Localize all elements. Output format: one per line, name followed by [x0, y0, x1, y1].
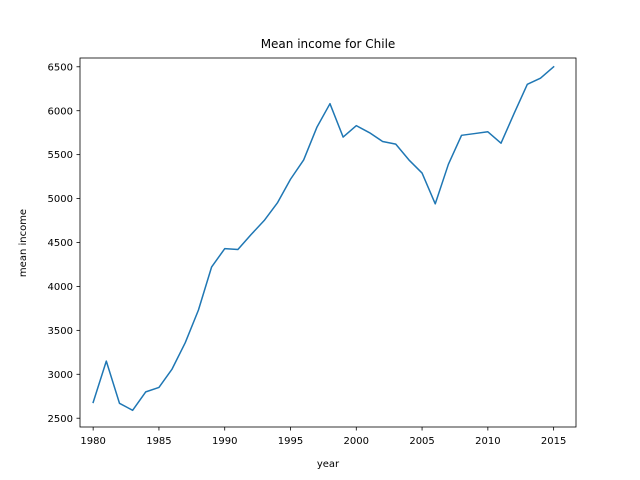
y-axis-title: mean income	[18, 209, 29, 277]
plot-area: 1980 1985 1990 1995 2000 2005 2010 2015 2500 3000…	[48, 57, 577, 447]
x-tick-label: 2000	[344, 436, 369, 447]
x-tick-label: 2010	[475, 436, 500, 447]
y-tick-label: 6500	[48, 62, 73, 73]
y-tick-label: 3500	[48, 326, 73, 337]
x-tick-label: 1995	[278, 436, 303, 447]
x-tick-label: 2005	[409, 436, 434, 447]
chart-title: Mean income for Chile	[261, 37, 396, 51]
y-tick-label: 4500	[48, 238, 73, 249]
x-axis-title: year	[317, 459, 340, 470]
x-tick-label: 1990	[212, 436, 237, 447]
series-line-0	[92, 65, 555, 412]
x-tick-label: 1985	[146, 436, 171, 447]
x-tick-label: 1980	[80, 436, 105, 447]
y-tick-label: 5000	[48, 194, 73, 205]
y-tick-label: 4000	[48, 282, 73, 293]
y-tick-label: 3000	[48, 370, 73, 381]
y-tick-label: 2500	[48, 414, 73, 425]
x-tick-label: 2015	[541, 436, 566, 447]
y-tick-label: 5500	[48, 150, 73, 161]
y-tick-label: 6000	[48, 106, 73, 117]
